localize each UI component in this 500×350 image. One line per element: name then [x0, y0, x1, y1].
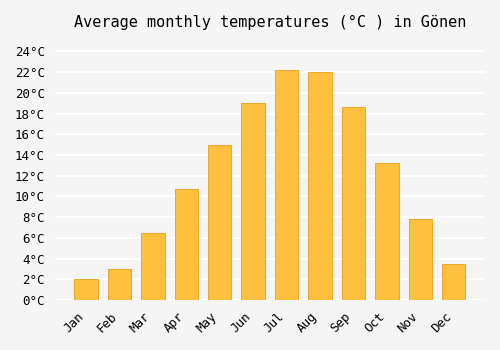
Bar [242, 103, 265, 300]
Bar [141, 233, 165, 300]
Bar [174, 189, 198, 300]
Bar [208, 145, 232, 300]
Bar [108, 269, 131, 300]
Title: Average monthly temperatures (°C ) in Gönen: Average monthly temperatures (°C ) in Gö… [74, 15, 466, 30]
Bar [375, 163, 398, 300]
Bar [308, 72, 332, 300]
Bar [408, 219, 432, 300]
Bar [342, 107, 365, 300]
Bar [442, 264, 466, 300]
Bar [275, 70, 298, 300]
Bar [74, 279, 98, 300]
